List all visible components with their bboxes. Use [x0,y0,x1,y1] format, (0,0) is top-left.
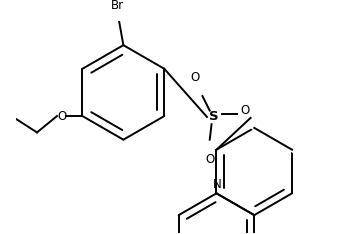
Text: O: O [240,104,250,117]
Text: O: O [205,153,214,166]
Text: Br: Br [110,0,124,12]
Text: S: S [210,110,219,124]
Text: N: N [213,178,222,191]
Text: O: O [190,71,200,84]
Text: O: O [57,110,66,123]
